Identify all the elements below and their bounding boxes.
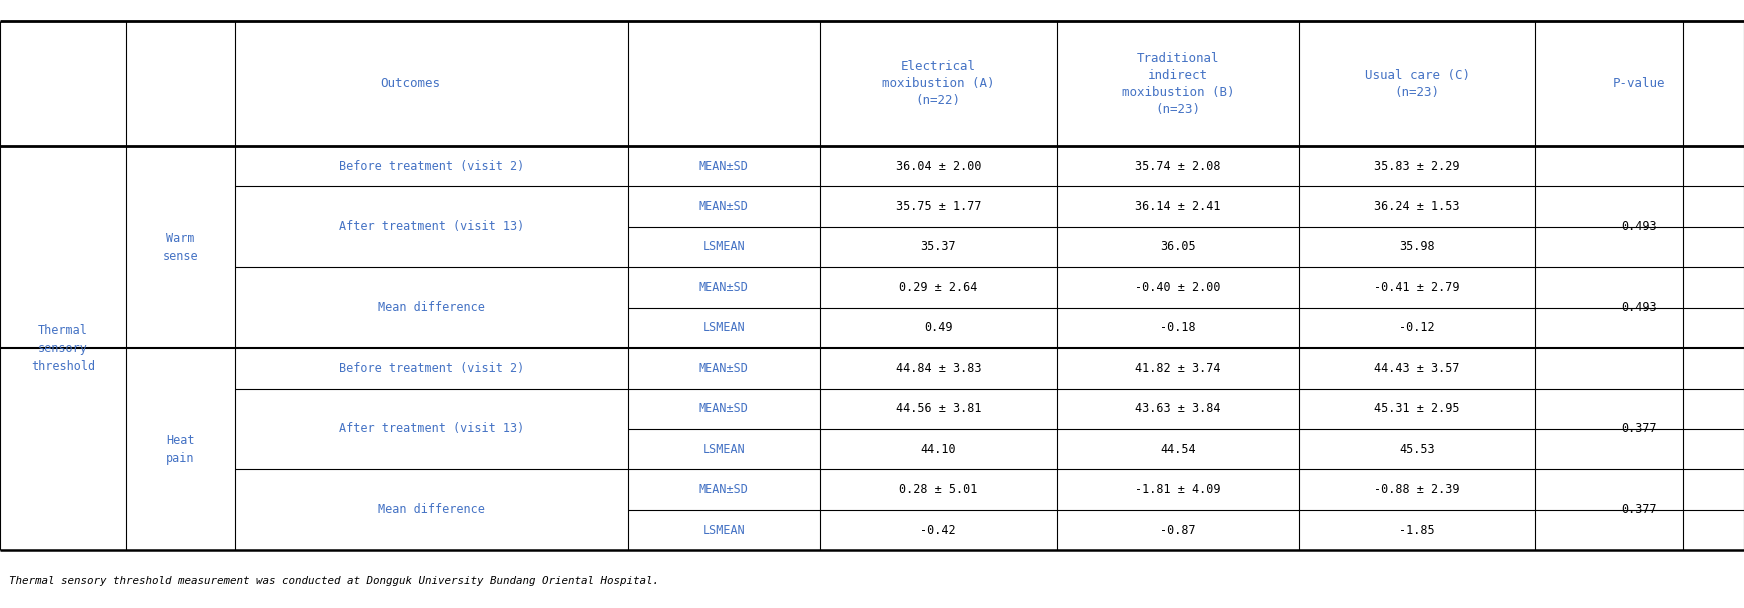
- Text: 0.493: 0.493: [1622, 220, 1657, 233]
- Text: Thermal
sensory
threshold: Thermal sensory threshold: [31, 323, 94, 373]
- Text: -0.12: -0.12: [1399, 322, 1435, 334]
- Text: LSMEAN: LSMEAN: [703, 322, 745, 334]
- Text: 44.84 ± 3.83: 44.84 ± 3.83: [895, 362, 982, 375]
- Text: 35.74 ± 2.08: 35.74 ± 2.08: [1135, 160, 1221, 173]
- Text: Heat
pain: Heat pain: [166, 434, 195, 465]
- Text: Usual care (C)
(n=23): Usual care (C) (n=23): [1364, 69, 1470, 98]
- Text: Before treatment (visit 2): Before treatment (visit 2): [338, 362, 525, 375]
- Text: -1.85: -1.85: [1399, 523, 1435, 536]
- Text: 35.37: 35.37: [921, 241, 956, 254]
- Text: 36.04 ± 2.00: 36.04 ± 2.00: [895, 160, 982, 173]
- Text: 36.05: 36.05: [1160, 241, 1196, 254]
- Text: MEAN±SD: MEAN±SD: [699, 483, 748, 496]
- Text: 35.83 ± 2.29: 35.83 ± 2.29: [1374, 160, 1460, 173]
- Text: -0.41 ± 2.79: -0.41 ± 2.79: [1374, 281, 1460, 294]
- Text: MEAN±SD: MEAN±SD: [699, 362, 748, 375]
- Text: P-value: P-value: [1613, 77, 1666, 90]
- Text: Thermal sensory threshold measurement was conducted at Dongguk University Bundan: Thermal sensory threshold measurement wa…: [9, 576, 659, 586]
- Text: 45.31 ± 2.95: 45.31 ± 2.95: [1374, 402, 1460, 415]
- Text: LSMEAN: LSMEAN: [703, 241, 745, 254]
- Text: 43.63 ± 3.84: 43.63 ± 3.84: [1135, 402, 1221, 415]
- Text: Warm
sense: Warm sense: [162, 232, 199, 263]
- Text: 36.14 ± 2.41: 36.14 ± 2.41: [1135, 200, 1221, 213]
- Text: 45.53: 45.53: [1399, 443, 1435, 455]
- Text: Traditional
indirect
moxibustion (B)
(n=23): Traditional indirect moxibustion (B) (n=…: [1121, 52, 1235, 116]
- Text: After treatment (visit 13): After treatment (visit 13): [338, 220, 525, 233]
- Text: -0.87: -0.87: [1160, 523, 1196, 536]
- Text: MEAN±SD: MEAN±SD: [699, 402, 748, 415]
- Text: -1.81 ± 4.09: -1.81 ± 4.09: [1135, 483, 1221, 496]
- Text: -0.40 ± 2.00: -0.40 ± 2.00: [1135, 281, 1221, 294]
- Text: -0.88 ± 2.39: -0.88 ± 2.39: [1374, 483, 1460, 496]
- Text: -0.42: -0.42: [921, 523, 956, 536]
- Text: LSMEAN: LSMEAN: [703, 523, 745, 536]
- Text: Mean difference: Mean difference: [378, 301, 485, 314]
- Text: MEAN±SD: MEAN±SD: [699, 200, 748, 213]
- Text: 0.28 ± 5.01: 0.28 ± 5.01: [900, 483, 977, 496]
- Text: 44.54: 44.54: [1160, 443, 1196, 455]
- Text: MEAN±SD: MEAN±SD: [699, 281, 748, 294]
- Text: 44.56 ± 3.81: 44.56 ± 3.81: [895, 402, 982, 415]
- Text: Mean difference: Mean difference: [378, 503, 485, 516]
- Text: 44.43 ± 3.57: 44.43 ± 3.57: [1374, 362, 1460, 375]
- Text: 35.98: 35.98: [1399, 241, 1435, 254]
- Text: 36.24 ± 1.53: 36.24 ± 1.53: [1374, 200, 1460, 213]
- Text: LSMEAN: LSMEAN: [703, 443, 745, 455]
- Text: Outcomes: Outcomes: [380, 77, 439, 90]
- Text: 0.29 ± 2.64: 0.29 ± 2.64: [900, 281, 977, 294]
- Text: Electrical
moxibustion (A)
(n=22): Electrical moxibustion (A) (n=22): [882, 60, 994, 107]
- Text: 41.82 ± 3.74: 41.82 ± 3.74: [1135, 362, 1221, 375]
- Text: After treatment (visit 13): After treatment (visit 13): [338, 423, 525, 435]
- Text: 44.10: 44.10: [921, 443, 956, 455]
- Text: 0.377: 0.377: [1622, 503, 1657, 516]
- Text: 0.493: 0.493: [1622, 301, 1657, 314]
- Text: -0.18: -0.18: [1160, 322, 1196, 334]
- Text: Before treatment (visit 2): Before treatment (visit 2): [338, 160, 525, 173]
- Text: MEAN±SD: MEAN±SD: [699, 160, 748, 173]
- Text: 0.377: 0.377: [1622, 423, 1657, 435]
- Text: 0.49: 0.49: [924, 322, 952, 334]
- Text: 35.75 ± 1.77: 35.75 ± 1.77: [895, 200, 982, 213]
